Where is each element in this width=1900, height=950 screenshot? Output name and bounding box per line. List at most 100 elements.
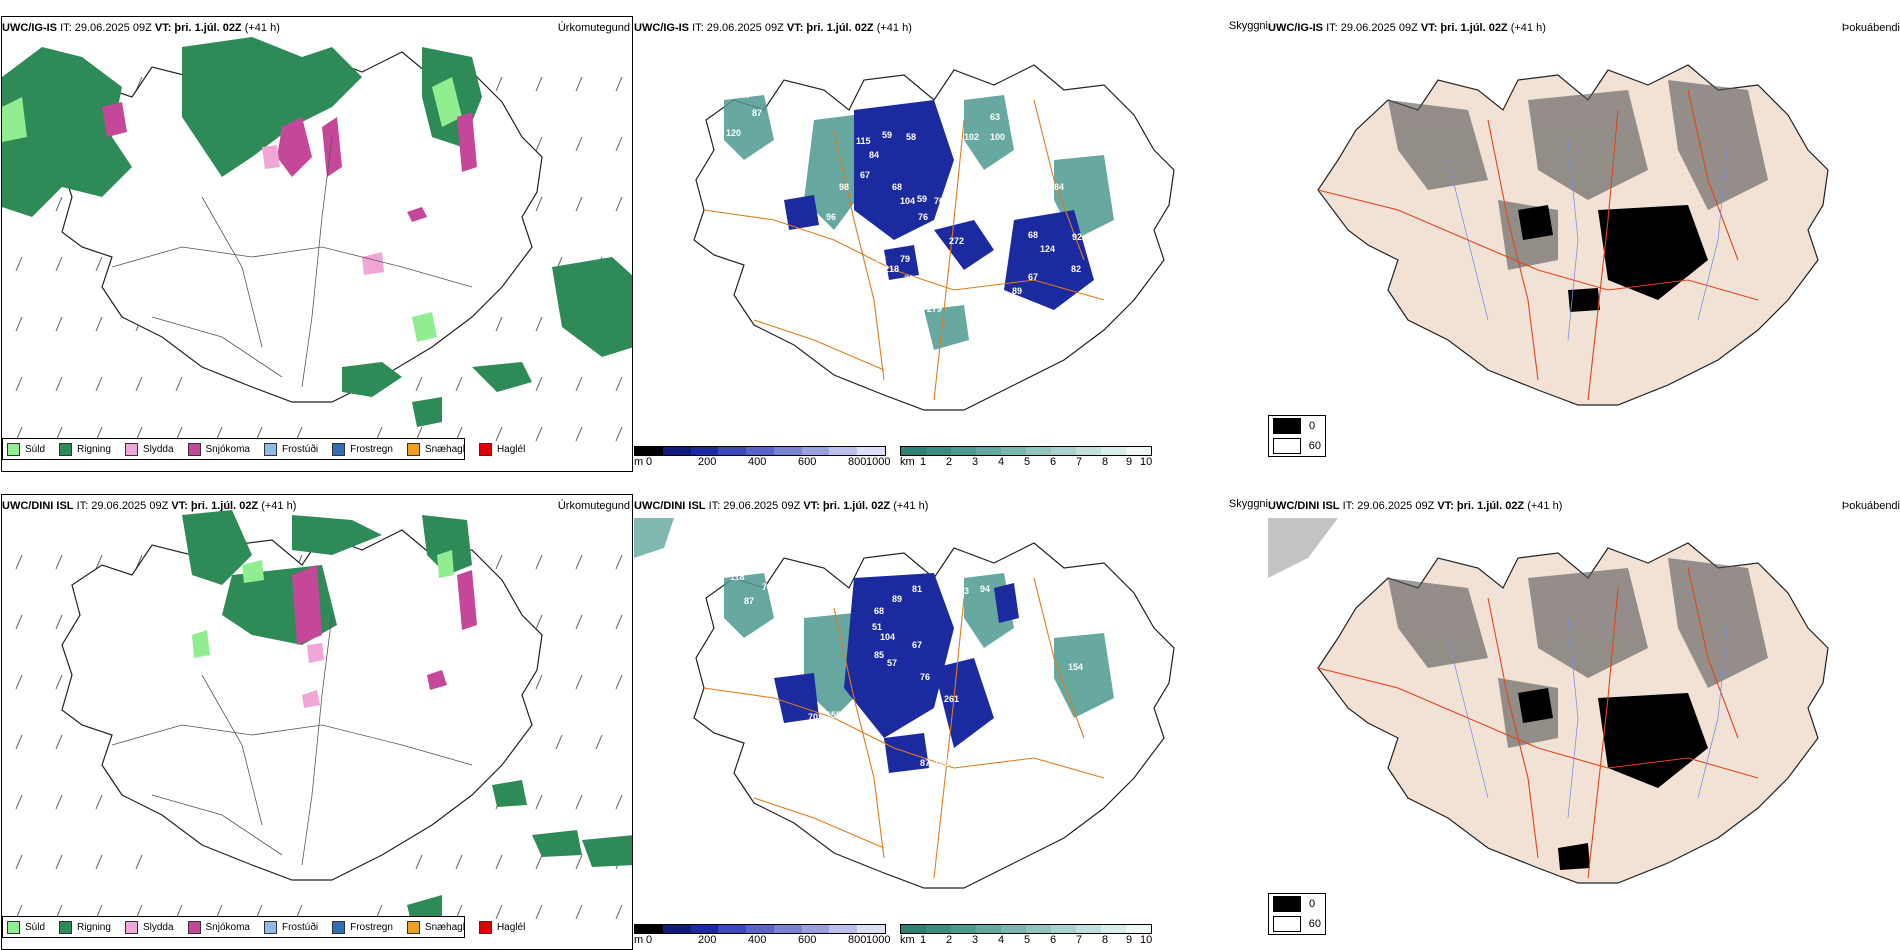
cbar-tick: 600 xyxy=(798,456,817,468)
cbar-seg xyxy=(901,925,926,933)
model-label: UWC/IG-IS xyxy=(2,22,57,34)
legend-swatch xyxy=(332,442,346,456)
legend-label: 0 xyxy=(1309,898,1316,910)
cloudbase-value-label: 76 xyxy=(934,196,944,206)
legend-label: 60 xyxy=(1308,440,1321,452)
cbar-seg xyxy=(1126,925,1151,933)
fog-map xyxy=(1268,518,1900,918)
sleet-areas xyxy=(262,145,384,275)
panel-title: Úrkomutegund xyxy=(557,500,630,512)
legend-item-drizzle: Súld xyxy=(7,920,46,934)
legend-label: Súld xyxy=(25,443,46,455)
fog-map-svg xyxy=(1268,518,1829,884)
cloudbase-value-label: 208 xyxy=(1014,800,1029,810)
model-label: UWC/IG-IS xyxy=(634,22,689,34)
cloudbase-value-label: 71 xyxy=(990,774,1000,784)
iceland-outline xyxy=(61,529,543,881)
legend-swatch xyxy=(124,920,138,934)
fog-legend-top: 0 60 xyxy=(1268,415,1326,457)
init-time: IT: 29.06.2025 09Z xyxy=(692,22,784,34)
road-lines xyxy=(703,99,1105,401)
cloudbase-value-label: 87 xyxy=(920,758,930,768)
fog-map-svg xyxy=(1317,64,1829,406)
river-lines xyxy=(1447,617,1729,819)
cloudbase-value-label: 82 xyxy=(1071,264,1081,274)
legend-item-rain: Rigning xyxy=(59,442,111,456)
visibility-colorbar xyxy=(900,924,1152,934)
cloudbase-value-label: 29 xyxy=(936,860,946,870)
cloudbase-value-label: 155 xyxy=(826,710,841,720)
cbar-seg xyxy=(901,447,926,455)
cloudbase-value-label: 120 xyxy=(726,128,741,138)
cbar-seg xyxy=(1051,925,1076,933)
legend-item-freezing-drizzle: Frostúði xyxy=(263,920,318,934)
fog-shading xyxy=(1388,80,1768,270)
model-label: UWC/DINI ISL xyxy=(634,500,706,512)
cloudbase-value-label: 79 xyxy=(1047,706,1057,716)
cloudbase-value-label: 106 xyxy=(934,758,949,768)
cloudbase-value-label: 68 xyxy=(874,606,884,616)
cloudbase-value-label: 71 xyxy=(1000,294,1010,304)
cloudbase-value-label: 112 xyxy=(867,232,882,242)
legend-swatch xyxy=(1273,916,1301,932)
cbar-seg xyxy=(635,447,663,455)
cloudbase-value-label: 12 xyxy=(938,376,948,386)
legend-label: Frostregn xyxy=(350,921,393,933)
legend-item-sleet: Slydda xyxy=(124,442,174,456)
cloudbase-value-label: 89 xyxy=(892,594,902,604)
river-lines xyxy=(1447,139,1729,341)
cloudbase-map: 118 74 87 89 81 63 94 55 91 68 104 51 85 76 67 57 155 70 2… xyxy=(634,518,1268,918)
road-lines xyxy=(703,577,1105,879)
init-time: IT: 29.06.2025 09Z xyxy=(76,500,169,512)
cloudbase-value-label: 102 xyxy=(964,792,979,802)
fog-map xyxy=(1268,40,1900,440)
cloudbase-fill xyxy=(774,573,1019,773)
cbar-tick: 10 xyxy=(1140,456,1153,468)
legend-item-hail: Haglél xyxy=(478,920,525,934)
legend-label: Snæhagl xyxy=(424,443,465,455)
cloudbase-value-label: 84 xyxy=(869,150,879,160)
model-label: UWC/DINI ISL xyxy=(1268,500,1340,512)
cloudbase-value-label: 76 xyxy=(920,672,930,682)
cloudbase-value-label: 76 xyxy=(918,212,928,222)
cloudbase-value-label: 85 xyxy=(874,650,884,660)
legend-label: Súld xyxy=(25,921,46,933)
legend-item-hail: Haglél xyxy=(478,442,526,456)
cbar-seg xyxy=(829,925,858,933)
fog-panel-top: UWC/IG-IS IT: 29.06.2025 09Z VT: þri. 1.… xyxy=(1268,10,1900,466)
legend-item-freezing-rain: Frostregn xyxy=(332,920,393,934)
snow-areas xyxy=(292,565,477,690)
cbar-seg xyxy=(1026,447,1051,455)
init-time: IT: 29.06.2025 09Z xyxy=(1342,500,1435,512)
cbar-seg xyxy=(976,447,1001,455)
legend-item-drizzle: Súld xyxy=(7,442,46,456)
legend-label: Snjókoma xyxy=(205,443,250,455)
cbar-seg xyxy=(1101,925,1126,933)
panel-header: UWC/IG-IS IT: 29.06.2025 09Z VT: þri. 1.… xyxy=(1268,22,1546,34)
road-lines xyxy=(1317,89,1759,401)
cbar-seg xyxy=(773,925,802,933)
road-lines xyxy=(111,614,473,866)
cloudbase-value-label: 91 xyxy=(1042,588,1052,598)
legend-item-sleet: Slydda xyxy=(124,920,174,934)
cloudbase-colorbar xyxy=(634,924,886,934)
legend-swatch xyxy=(332,920,346,934)
cbar-tick: 200 xyxy=(698,934,717,946)
cbar-tick: 1000 xyxy=(866,456,891,468)
cbar-tick: 600 xyxy=(798,934,817,946)
cbar-tick: 1000 xyxy=(866,934,891,946)
legend-swatch xyxy=(406,442,420,456)
legend-swatch xyxy=(478,920,492,934)
cbar-seg xyxy=(690,447,719,455)
cloudbase-value-label: 59 xyxy=(920,354,930,364)
cbar-seg xyxy=(951,925,976,933)
cbar-tick: 9 xyxy=(1126,934,1133,946)
legend-label: Haglél xyxy=(496,443,526,455)
cbar-seg xyxy=(635,925,663,933)
cbar-seg xyxy=(1076,447,1101,455)
cloudbase-value-label: 61 xyxy=(994,262,1004,272)
legend-swatch xyxy=(263,442,277,456)
legend-swatch xyxy=(59,442,73,456)
